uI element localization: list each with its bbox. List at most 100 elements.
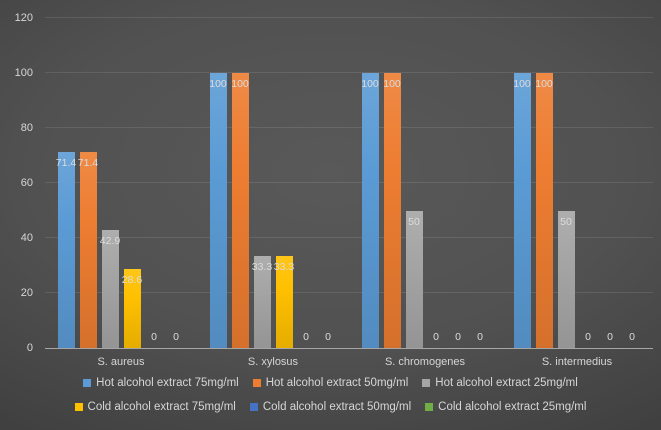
legend-swatch-icon — [425, 403, 434, 411]
bar — [253, 256, 271, 348]
bar — [513, 73, 531, 348]
bar-slot: 71.4 — [55, 18, 77, 348]
bar-slot: 42.9 — [99, 18, 121, 348]
bar — [231, 73, 249, 348]
gridline — [45, 127, 653, 128]
bar-slot: 71.4 — [77, 18, 99, 348]
bar-value-label: 100 — [513, 78, 531, 90]
bar-group-2: 100 100 33.3 33.3 0 0 — [197, 18, 349, 348]
bar-slot: 100 — [209, 18, 227, 348]
bar-slot: 0 — [624, 18, 641, 348]
x-axis-line — [45, 348, 653, 349]
legend-item: Hot alcohol extract 50mg/ml — [252, 377, 409, 389]
y-tick-label: 40 — [20, 232, 33, 244]
legend-swatch-icon — [422, 379, 431, 387]
bar-value-label: 42.9 — [99, 235, 121, 248]
bar-value-label: 0 — [325, 331, 331, 343]
legend-label: Hot alcohol extract 75mg/ml — [96, 377, 239, 389]
bar-slot: 0 — [450, 18, 467, 348]
bar — [209, 73, 227, 348]
bar-slot: 0 — [580, 18, 597, 348]
bar-value-label: 100 — [209, 78, 227, 90]
legend-row-1: Hot alcohol extract 75mg/ml Hot alcohol e… — [0, 377, 661, 389]
y-tick-label: 100 — [14, 67, 33, 79]
legend-item: Cold alcohol extract 75mg/ml — [74, 401, 236, 413]
bar-value-label: 0 — [477, 331, 483, 343]
legend-row-2: Cold alcohol extract 75mg/ml Cold alcohol… — [0, 401, 661, 413]
bar-slot: 0 — [298, 18, 315, 348]
legend-swatch-icon — [249, 403, 258, 411]
bar-slot: 33.3 — [273, 18, 295, 348]
bar-value-label: 100 — [231, 78, 249, 90]
bar-value-label: 50 — [560, 215, 572, 228]
bar-group-4: 100 100 50 0 0 0 — [501, 18, 653, 348]
bar-value-label: 71.4 — [77, 156, 99, 169]
bar-slot: 100 — [513, 18, 531, 348]
gridline — [45, 237, 653, 238]
bar-value-label: 33.3 — [273, 261, 295, 274]
legend-item: Hot alcohol extract 75mg/ml — [83, 377, 239, 389]
bar-slot: 28.6 — [121, 18, 143, 348]
y-tick-label: 80 — [20, 122, 33, 134]
bar-value-label: 71.4 — [55, 156, 77, 169]
bar-slot: 100 — [361, 18, 379, 348]
bar — [79, 151, 97, 348]
bar-slot: 0 — [168, 18, 185, 348]
x-category-label: S. chromogenes — [384, 356, 466, 368]
x-category-label: S. xylosus — [247, 356, 299, 368]
bar-value-label: 33.3 — [251, 261, 273, 274]
bar-slot: 0 — [320, 18, 337, 348]
bar — [361, 73, 379, 348]
legend-label: Hot alcohol extract 50mg/ml — [265, 377, 409, 389]
legend-item: Cold alcohol extract 25mg/ml — [425, 401, 586, 413]
bar-slot: 50 — [405, 18, 423, 348]
legend-label: Cold alcohol extract 75mg/ml — [87, 401, 236, 413]
bar — [405, 210, 423, 348]
bar-slot: 50 — [557, 18, 575, 348]
bar-value-label: 0 — [151, 331, 157, 343]
gridline — [45, 17, 653, 18]
x-category-label: S. aureus — [97, 356, 145, 368]
y-tick-label: 20 — [20, 287, 33, 299]
bar-value-label: 0 — [585, 331, 591, 343]
gridline — [45, 72, 653, 73]
gridline — [45, 292, 653, 293]
legend-item: Hot alcohol extract 25mg/ml — [422, 377, 578, 389]
legend-label: Cold alcohol extract 50mg/ml — [262, 401, 412, 413]
bar-value-label: 0 — [455, 331, 461, 343]
bar-groups: 71.4 71.4 42.9 28.6 0 0 100 100 33.3 33.3 0 0 100 100… — [45, 18, 653, 348]
bar-slot: 100 — [535, 18, 553, 348]
bar-value-label: 100 — [383, 78, 401, 90]
bar-slot: 100 — [231, 18, 249, 348]
bar-value-label: 100 — [535, 78, 553, 90]
bar-slot: 0 — [146, 18, 163, 348]
legend-label: Hot alcohol extract 25mg/ml — [435, 377, 578, 389]
plot-area: 71.4 71.4 42.9 28.6 0 0 100 100 33.3 33.3 0 0 100 100… — [45, 17, 653, 349]
gridline — [45, 182, 653, 183]
bar-group-1: 71.4 71.4 42.9 28.6 0 0 — [45, 18, 197, 348]
bar-group-3: 100 100 50 0 0 0 — [349, 18, 501, 348]
bar — [101, 230, 119, 348]
bar — [123, 269, 141, 348]
legend-item: Cold alcohol extract 50mg/ml — [249, 401, 412, 413]
bar-value-label: 0 — [303, 331, 309, 343]
bar-slot: 0 — [472, 18, 489, 348]
bar-value-label: 0 — [433, 331, 439, 343]
legend-swatch-icon — [83, 379, 92, 387]
bar-value-label: 100 — [361, 78, 379, 90]
x-axis-labels: S. aureus S. xylosus S. chromogenes S. inte… — [45, 356, 653, 368]
x-category-label: S. intermedius — [541, 356, 613, 368]
bar-slot: 0 — [428, 18, 445, 348]
bar-slot: 100 — [383, 18, 401, 348]
bar-value-label: 28.6 — [121, 274, 143, 287]
legend-label: Cold alcohol extract 25mg/ml — [438, 401, 587, 413]
bar-slot: 33.3 — [251, 18, 273, 348]
bar-value-label: 0 — [629, 331, 635, 343]
y-tick-label: 120 — [14, 12, 33, 24]
y-tick-label: 60 — [20, 177, 33, 189]
bar-value-label: 0 — [607, 331, 613, 343]
bar-value-label: 50 — [408, 215, 420, 228]
bar-slot: 0 — [602, 18, 619, 348]
bar — [557, 210, 575, 348]
bar — [57, 151, 75, 348]
